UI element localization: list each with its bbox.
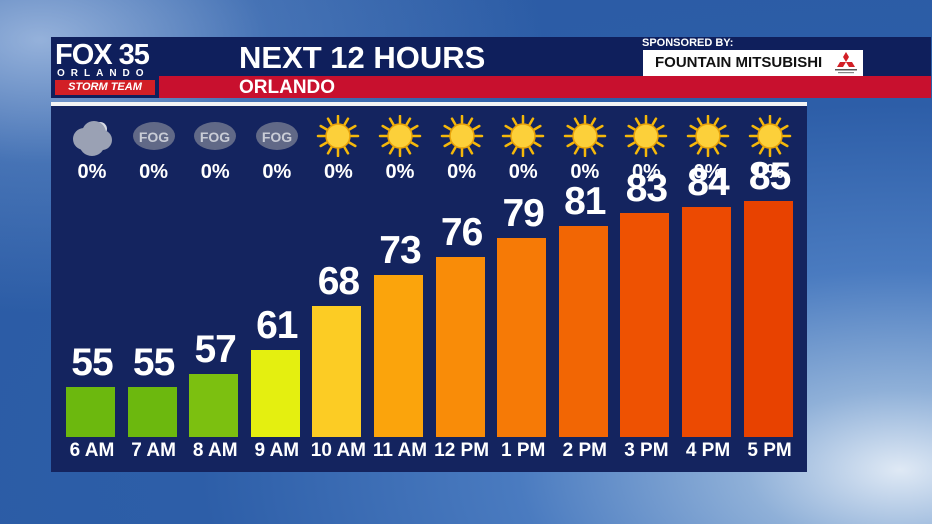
precip-chance: 0%	[139, 161, 169, 183]
hour-label: 3 PM	[624, 440, 669, 461]
station-city: ORLANDO	[57, 68, 150, 79]
sun-icon	[440, 115, 483, 157]
temperature-bar	[250, 350, 300, 437]
fog-icon: FOG	[132, 122, 175, 150]
forecast-column: 0% 76 12 PM	[431, 106, 493, 472]
station-logo: FOX 35 ORLANDO STORM TEAM	[51, 37, 159, 98]
fog-icon: FOG	[194, 122, 237, 150]
temperature-bar	[66, 387, 115, 437]
hour-label: 5 PM	[747, 440, 792, 461]
precip-chance: 0%	[262, 161, 292, 183]
sponsor-box: FOUNTAIN MITSUBISHI	[643, 50, 863, 76]
temperature-label: 84	[687, 161, 729, 204]
station-name: FOX 35	[55, 39, 150, 71]
temperature-label: 55	[132, 341, 175, 384]
precip-chance: 0%	[570, 161, 600, 183]
temperature-bar	[620, 213, 670, 437]
forecast-column: 0% 79 1 PM	[492, 106, 554, 472]
sun-icon	[686, 115, 730, 157]
hour-label: 12 PM	[434, 440, 490, 461]
temperature-label: 57	[194, 328, 236, 371]
hour-label: 2 PM	[562, 440, 607, 461]
forecast-column: 0% 83 3 PM	[615, 106, 677, 472]
precip-chance: 0%	[755, 161, 785, 183]
temperature-bar	[682, 207, 731, 437]
header-red-bar	[159, 76, 931, 98]
forecast-column: FOG 0% 61 9 AM	[246, 106, 308, 472]
storm-team-badge: STORM TEAM	[55, 80, 155, 95]
forecast-column: FOG 0% 57 8 AM	[184, 106, 246, 472]
temperature-bar	[497, 238, 547, 437]
fog-icon-label: FOG	[262, 129, 292, 145]
temperature-label: 83	[625, 167, 668, 210]
temperature-bar	[189, 374, 239, 437]
location-label: ORLANDO	[239, 77, 336, 98]
hour-label: 7 AM	[131, 440, 176, 461]
precip-chance: 0%	[77, 161, 107, 183]
sponsor-name: FOUNTAIN MITSUBISHI	[655, 54, 823, 71]
hour-label: 9 AM	[254, 440, 300, 461]
precip-chance: 0%	[323, 161, 353, 183]
fog-icon-label: FOG	[200, 129, 230, 145]
forecast-panel	[51, 106, 807, 472]
precip-chance: 0%	[200, 161, 230, 183]
hour-label: 10 AM	[310, 440, 367, 461]
sun-icon	[378, 115, 422, 157]
forecast-column: 0% 81 2 PM	[554, 106, 616, 472]
sun-icon	[748, 115, 791, 157]
sponsor-label: SPONSORED BY:	[642, 37, 734, 49]
temperature-label: 79	[502, 192, 544, 235]
temperature-label: 85	[748, 155, 791, 198]
forecast-column: 0% 84 4 PM	[677, 106, 739, 472]
temperature-label: 76	[440, 211, 483, 254]
hour-label: 1 PM	[501, 440, 546, 461]
fog-icon-label: FOG	[138, 129, 168, 145]
forecast-column: 0% 68 10 AM	[307, 106, 369, 472]
temperature-label: 55	[71, 341, 113, 384]
precip-chance: 0%	[693, 161, 723, 183]
hour-label: 4 PM	[685, 440, 731, 461]
precip-chance: 0%	[508, 161, 538, 183]
hour-label: 6 AM	[69, 440, 115, 461]
fog-icon: FOG	[255, 122, 298, 150]
divider-line	[51, 102, 807, 106]
temperature-bar	[374, 275, 423, 437]
forecast-column: 0% 85 5 PM	[739, 106, 801, 472]
cloudy-night-icon	[73, 121, 112, 156]
temperature-label: 61	[256, 304, 298, 347]
sun-icon	[625, 115, 668, 157]
temperature-bar	[312, 306, 362, 437]
sun-icon	[563, 115, 607, 157]
sun-icon	[501, 115, 545, 157]
page-title: NEXT 12 HOURS	[239, 40, 486, 75]
hour-label: 8 AM	[192, 440, 238, 461]
hour-label: 11 AM	[372, 440, 428, 461]
sun-icon	[317, 115, 360, 157]
temperature-bar	[127, 387, 177, 437]
forecast-column: 0% 73 11 AM	[369, 106, 431, 472]
mitsubishi-logo-icon	[835, 52, 857, 74]
temperature-label: 73	[379, 229, 421, 272]
temperature-bar	[743, 201, 793, 437]
temperature-label: 81	[564, 180, 606, 223]
precip-chance: 0%	[631, 161, 661, 183]
temperature-bar	[558, 226, 608, 437]
precip-chance: 0%	[447, 161, 477, 183]
forecast-column: 0% 55 6 AM	[61, 106, 123, 472]
precip-chance: 0%	[385, 161, 415, 183]
temperature-bar	[435, 257, 485, 437]
forecast-column: FOG 0% 55 7 AM	[123, 106, 185, 472]
temperature-label: 68	[317, 260, 360, 303]
